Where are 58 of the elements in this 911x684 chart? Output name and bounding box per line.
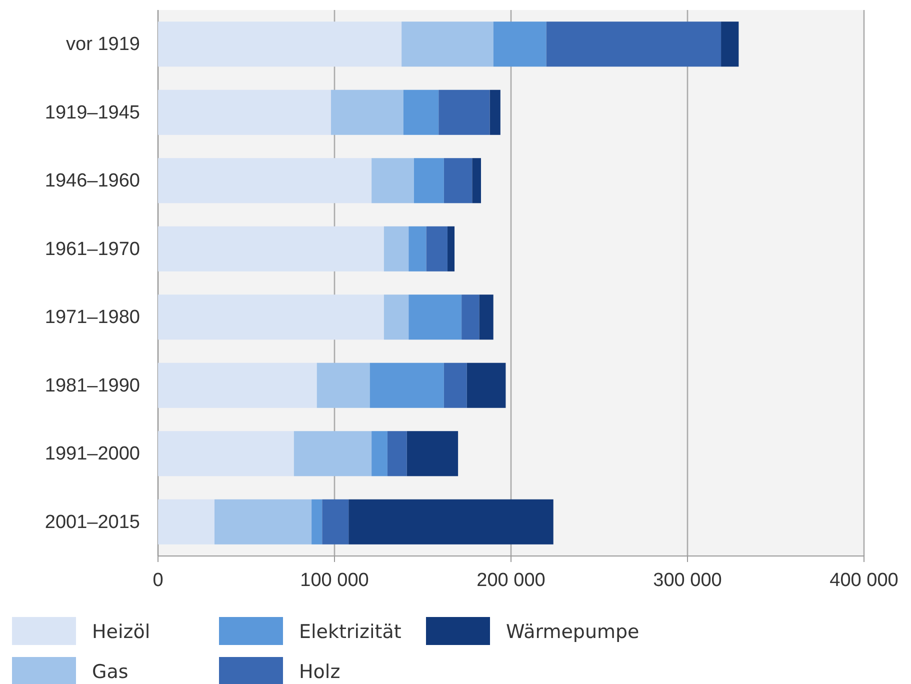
x-tick-label: 300 000 <box>653 570 722 591</box>
bar <box>402 22 494 67</box>
legend-label: Wärmepumpe <box>506 621 640 643</box>
bar <box>444 362 467 408</box>
bar <box>490 90 500 135</box>
bar <box>316 362 370 408</box>
y-tick-label: 1919–1945 <box>44 102 140 124</box>
bar <box>408 294 462 340</box>
legend-label: Elektrizität <box>299 621 402 643</box>
y-tick-label: 1991–2000 <box>44 444 140 465</box>
bar <box>158 294 384 340</box>
bar <box>158 226 384 272</box>
bar <box>447 226 455 272</box>
bar <box>158 362 317 408</box>
bar <box>444 158 472 204</box>
bar <box>158 158 372 204</box>
bar <box>462 294 480 340</box>
bar <box>372 158 414 204</box>
x-tick-label: 400 000 <box>830 570 898 591</box>
bar <box>414 158 444 204</box>
bar <box>384 294 409 340</box>
legend-label: Holz <box>299 661 340 683</box>
y-tick-label: 2001–2015 <box>44 512 140 533</box>
legend-label: Heizöl <box>92 621 150 643</box>
bar <box>472 158 481 204</box>
bar <box>370 362 444 408</box>
bar <box>479 294 494 340</box>
x-tick-label: 100 000 <box>300 570 369 591</box>
bar <box>406 431 458 476</box>
bar <box>466 362 506 408</box>
bar <box>387 431 407 476</box>
y-tick-label: 1981–1990 <box>44 375 140 396</box>
bar <box>372 431 388 476</box>
bar <box>403 90 439 135</box>
bar <box>158 22 402 67</box>
bar <box>330 90 404 135</box>
bar <box>322 499 349 544</box>
bar <box>426 226 448 272</box>
bar <box>158 431 294 476</box>
bar <box>493 22 546 67</box>
x-tick-label: 200 000 <box>476 570 546 591</box>
y-tick-label: 1961–1970 <box>44 238 140 260</box>
x-tick-label: 0 <box>152 570 164 591</box>
bar <box>294 431 372 476</box>
bar <box>158 90 331 135</box>
bar <box>721 22 739 67</box>
bar <box>348 499 554 544</box>
legend-label: Gas <box>92 661 128 683</box>
y-tick-label: 1971–1980 <box>44 307 140 328</box>
bar <box>214 499 312 544</box>
bar <box>158 499 214 544</box>
bar <box>438 90 490 135</box>
bar <box>384 226 409 272</box>
y-tick-label: vor 1919 <box>66 34 140 56</box>
bar <box>408 226 426 272</box>
bar <box>312 499 322 544</box>
y-tick-label: 1946–1960 <box>44 170 140 192</box>
bar <box>546 22 722 67</box>
